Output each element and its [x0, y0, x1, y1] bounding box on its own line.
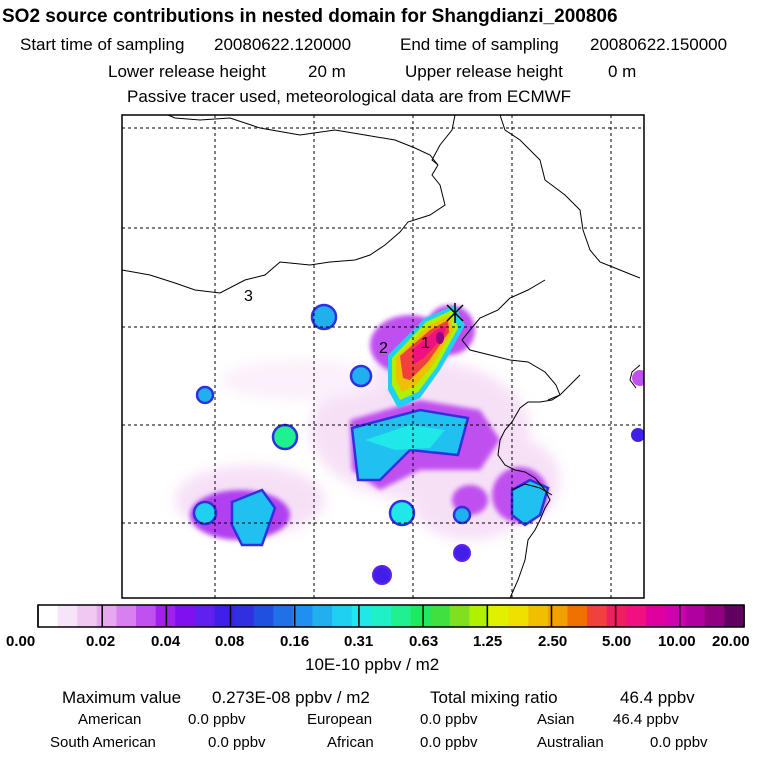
colorbar-swatch	[645, 605, 667, 627]
colorbar-swatch	[685, 605, 706, 627]
region-label-1: 1	[421, 335, 430, 352]
colorbar-swatch	[371, 605, 392, 627]
colorbar-swatch	[704, 605, 725, 627]
station-cross-icon	[446, 303, 464, 323]
african-value: 0.0 ppbv	[420, 734, 478, 751]
coastlines	[121, 114, 641, 599]
american-value: 0.0 ppbv	[188, 711, 246, 728]
lower-release-label: Lower release height	[108, 62, 266, 81]
colorbar-swatch	[38, 605, 59, 627]
colorbar-swatch	[214, 605, 235, 627]
region-label-3: 3	[244, 288, 253, 305]
colorbar-swatch	[292, 605, 314, 627]
colorbar-swatch	[665, 605, 686, 627]
colorbar-swatch	[724, 605, 745, 627]
colorbar-swatch	[234, 605, 255, 627]
colorbar-swatch	[351, 605, 372, 627]
start-time-label: Start time of sampling	[20, 35, 185, 54]
colorbar-ticks	[37, 605, 745, 627]
colorbar-swatch	[626, 605, 647, 627]
colorbar-swatch	[587, 605, 608, 627]
colorbar-swatch	[430, 605, 451, 627]
colorbar-label-8: 2.50	[538, 633, 568, 650]
south-american-label: South American	[50, 734, 156, 751]
start-time-value: 20080622.120000	[214, 35, 352, 54]
south-american-value: 0.0 ppbv	[208, 734, 266, 751]
colorbar-swatch	[410, 605, 431, 627]
colorbar-swatch	[489, 605, 510, 627]
colorbar-swatch	[136, 605, 157, 627]
end-time-label: End time of sampling	[400, 35, 559, 54]
end-time-value: 20080622.150000	[590, 35, 728, 54]
lower-release-value: 20 m	[308, 62, 346, 81]
colorbar-swatch	[57, 605, 78, 627]
colorbar-swatch	[96, 605, 118, 627]
colorbar-swatch	[116, 605, 137, 627]
plume-mid	[192, 303, 644, 585]
region-label-2: 2	[379, 340, 388, 357]
australian-value: 0.0 ppbv	[650, 734, 708, 751]
colorbar-label-7: 1.25	[473, 633, 503, 650]
colorbar-swatch	[469, 605, 490, 627]
colorbar-label-0: 0.00	[6, 633, 36, 650]
colorbar-swatch	[332, 605, 353, 627]
colorbar	[38, 605, 745, 627]
colorbar-swatch	[391, 605, 412, 627]
colorbar-swatch	[273, 605, 294, 627]
colorbar-swatch	[528, 605, 549, 627]
map-frame	[121, 114, 645, 599]
african-label: African	[327, 734, 374, 751]
colorbar-label-5: 0.31	[344, 633, 374, 650]
tracer-note: Passive tracer used, meteorological data…	[127, 87, 572, 106]
colorbar-label-9: 5.00	[602, 633, 632, 650]
colorbar-swatch	[194, 605, 216, 627]
colorbar-label-1: 0.02	[86, 633, 116, 650]
colorbar-label-4: 0.16	[280, 633, 310, 650]
upper-release-label: Upper release height	[405, 62, 563, 81]
plume-high	[388, 305, 465, 408]
asian-value: 46.4 ppbv	[613, 711, 679, 728]
colorbar-label-2: 0.04	[151, 633, 181, 650]
colorbar-label-10: 10.00	[658, 633, 696, 650]
colorbar-swatch	[567, 605, 588, 627]
colorbar-swatch	[175, 605, 196, 627]
lat-lon-grid	[122, 115, 644, 598]
asian-label: Asian	[537, 711, 575, 728]
total-mixing-label: Total mixing ratio	[430, 688, 558, 707]
max-value-label: Maximum value	[62, 688, 182, 707]
colorbar-units: 10E-10 ppbv / m2	[305, 655, 440, 674]
colorbar-label-6: 0.63	[409, 633, 439, 650]
american-label: American	[78, 711, 142, 728]
map-title: SO2 source contributions in nested domai…	[2, 6, 618, 27]
colorbar-label-11: 20.00	[712, 633, 750, 650]
upper-release-value: 0 m	[608, 62, 637, 81]
european-label: European	[307, 711, 373, 728]
colorbar-swatch	[547, 605, 569, 627]
australian-label: Australian	[537, 734, 604, 751]
colorbar-swatch	[606, 605, 627, 627]
colorbar-swatch	[508, 605, 529, 627]
colorbar-swatch	[449, 605, 471, 627]
colorbar-swatch	[253, 605, 274, 627]
total-mixing-value: 46.4 ppbv	[620, 688, 695, 707]
colorbar-swatch	[312, 605, 333, 627]
max-value: 0.273E-08 ppbv / m2	[212, 688, 370, 707]
colorbar-label-3: 0.08	[215, 633, 245, 650]
european-value: 0.0 ppbv	[420, 711, 478, 728]
colorbar-swatch	[77, 605, 98, 627]
